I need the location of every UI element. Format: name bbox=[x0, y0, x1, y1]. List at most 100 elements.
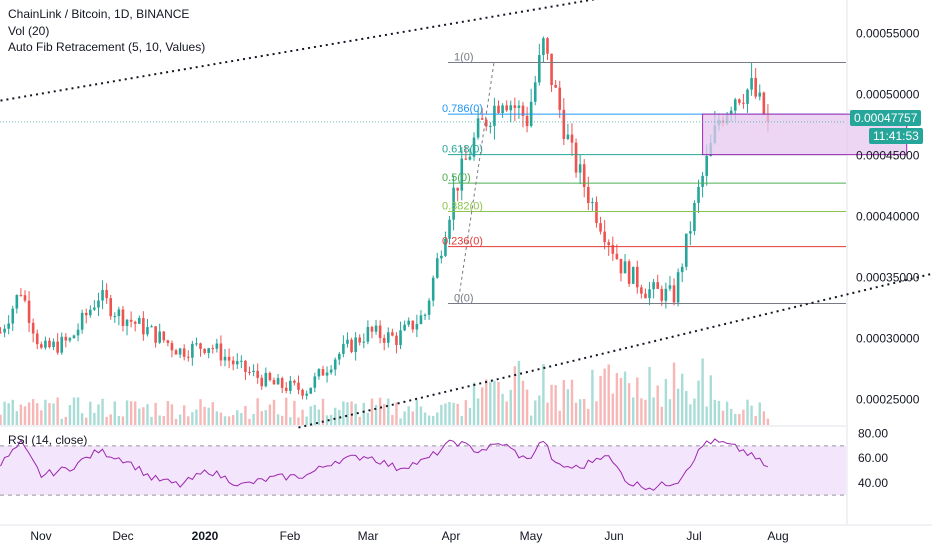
candle[interactable] bbox=[117, 309, 121, 317]
candle[interactable] bbox=[113, 316, 117, 318]
candle[interactable] bbox=[627, 261, 631, 284]
candle[interactable] bbox=[403, 324, 406, 331]
candle[interactable] bbox=[546, 38, 549, 54]
candle[interactable] bbox=[162, 331, 166, 341]
candle[interactable] bbox=[599, 223, 602, 232]
upper-trendline[interactable] bbox=[0, 0, 609, 102]
candle[interactable] bbox=[460, 158, 464, 191]
candle[interactable] bbox=[648, 289, 651, 299]
candle[interactable] bbox=[554, 85, 557, 88]
candle[interactable] bbox=[35, 333, 39, 345]
candle[interactable] bbox=[480, 118, 484, 120]
candle[interactable] bbox=[235, 361, 239, 365]
candle[interactable] bbox=[27, 300, 31, 323]
candle[interactable] bbox=[448, 219, 451, 239]
candle[interactable] bbox=[362, 341, 366, 343]
candle[interactable] bbox=[40, 344, 43, 348]
candle[interactable] bbox=[321, 369, 325, 376]
candle[interactable] bbox=[668, 285, 672, 289]
candle[interactable] bbox=[44, 340, 47, 348]
candle[interactable] bbox=[382, 338, 386, 343]
candle[interactable] bbox=[72, 335, 76, 339]
candle[interactable] bbox=[484, 119, 488, 127]
candle[interactable] bbox=[419, 315, 423, 325]
candle[interactable] bbox=[489, 125, 492, 127]
candle[interactable] bbox=[370, 327, 374, 332]
candle[interactable] bbox=[660, 288, 664, 301]
candle[interactable] bbox=[101, 289, 104, 301]
volume-indicator-label[interactable]: Vol (20) bbox=[8, 24, 50, 38]
rsi-line[interactable] bbox=[0, 438, 769, 491]
candle[interactable] bbox=[644, 293, 647, 299]
candle[interactable] bbox=[256, 370, 259, 378]
candle[interactable] bbox=[215, 343, 219, 349]
candle[interactable] bbox=[23, 295, 27, 301]
candle[interactable] bbox=[195, 343, 198, 345]
candle[interactable] bbox=[15, 295, 19, 309]
candle[interactable] bbox=[158, 331, 161, 343]
candles[interactable] bbox=[0, 36, 770, 400]
candle[interactable] bbox=[591, 202, 594, 204]
candle[interactable] bbox=[395, 335, 398, 346]
candle[interactable] bbox=[297, 382, 300, 390]
candle[interactable] bbox=[264, 372, 268, 387]
candle[interactable] bbox=[3, 328, 6, 333]
candle[interactable] bbox=[89, 309, 92, 316]
candle[interactable] bbox=[468, 156, 472, 160]
candle[interactable] bbox=[252, 370, 255, 373]
candle[interactable] bbox=[199, 343, 202, 349]
candle[interactable] bbox=[52, 341, 55, 348]
candle[interactable] bbox=[464, 158, 468, 160]
candle[interactable] bbox=[611, 245, 615, 254]
candle[interactable] bbox=[676, 272, 680, 303]
candle[interactable] bbox=[191, 343, 194, 358]
candle[interactable] bbox=[587, 187, 590, 203]
candle[interactable] bbox=[317, 369, 321, 377]
candle[interactable] bbox=[182, 348, 186, 357]
candle[interactable] bbox=[329, 369, 333, 373]
candle[interactable] bbox=[203, 348, 206, 353]
candle[interactable] bbox=[129, 319, 133, 322]
candle[interactable] bbox=[31, 322, 35, 334]
candle[interactable] bbox=[325, 372, 329, 376]
candle[interactable] bbox=[623, 261, 627, 274]
candle[interactable] bbox=[656, 282, 660, 289]
candle[interactable] bbox=[603, 231, 606, 243]
candle[interactable] bbox=[521, 105, 525, 116]
candle[interactable] bbox=[672, 285, 676, 303]
candle[interactable] bbox=[697, 186, 700, 203]
candle[interactable] bbox=[280, 378, 284, 388]
candle[interactable] bbox=[533, 82, 537, 102]
candle[interactable] bbox=[56, 341, 59, 353]
candle[interactable] bbox=[105, 289, 108, 299]
candle[interactable] bbox=[562, 109, 566, 140]
candle[interactable] bbox=[574, 142, 578, 173]
candle[interactable] bbox=[211, 348, 215, 350]
candle[interactable] bbox=[386, 332, 390, 343]
fib-levels[interactable]: 1(0) 0.786(0) 0.618(0) 0.5(0) 0.382(0) 0.236(… bbox=[442, 52, 846, 305]
candle[interactable] bbox=[615, 253, 619, 259]
candle[interactable] bbox=[174, 350, 178, 355]
candle[interactable] bbox=[684, 233, 688, 267]
candle[interactable] bbox=[525, 115, 529, 127]
candle[interactable] bbox=[415, 324, 419, 330]
candle[interactable] bbox=[456, 187, 459, 191]
candle[interactable] bbox=[366, 327, 370, 342]
candle[interactable] bbox=[354, 337, 357, 353]
candle[interactable] bbox=[301, 389, 304, 396]
lower-trendline[interactable] bbox=[298, 201, 932, 429]
candle[interactable] bbox=[293, 380, 296, 383]
candle[interactable] bbox=[689, 231, 692, 234]
candle[interactable] bbox=[742, 102, 745, 104]
candle[interactable] bbox=[750, 77, 753, 90]
candle[interactable] bbox=[578, 164, 582, 173]
candle[interactable] bbox=[378, 325, 382, 339]
candle[interactable] bbox=[186, 356, 190, 358]
candle[interactable] bbox=[762, 92, 766, 114]
candle[interactable] bbox=[635, 266, 639, 288]
candle[interactable] bbox=[705, 156, 708, 176]
candle[interactable] bbox=[48, 340, 51, 348]
candle[interactable] bbox=[440, 255, 443, 259]
candle[interactable] bbox=[582, 164, 586, 188]
